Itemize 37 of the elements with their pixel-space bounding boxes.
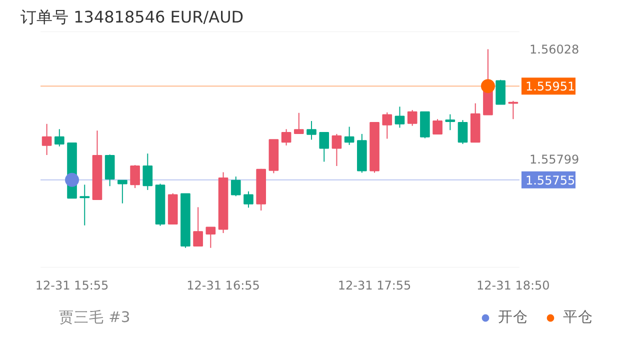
candlestick bbox=[306, 120, 316, 140]
candlestick bbox=[42, 123, 52, 156]
candlestick bbox=[80, 184, 90, 226]
y-tick-label: 1.56028 bbox=[530, 42, 580, 57]
x-tick-label: 12-31 17:55 bbox=[338, 278, 412, 292]
candlestick bbox=[142, 153, 153, 190]
legend-label: 开仓 bbox=[498, 308, 528, 326]
candlestick bbox=[407, 110, 418, 126]
candlestick bbox=[244, 190, 254, 208]
candlestick bbox=[230, 176, 241, 197]
text: 贾三毛 #3 bbox=[58, 309, 130, 326]
candlestick bbox=[508, 100, 518, 120]
candlestick bbox=[344, 126, 354, 146]
candlestick bbox=[193, 206, 203, 246]
candlestick bbox=[54, 128, 64, 147]
candlestick bbox=[294, 112, 304, 134]
candlestick bbox=[445, 114, 456, 131]
candlestick bbox=[206, 226, 216, 248]
candlestick bbox=[104, 154, 115, 187]
chart-title: 订单号 134818546 EUR/AUD bbox=[20, 8, 244, 26]
x-tick-label: 12-31 18:50 bbox=[476, 278, 550, 292]
ref-line-label: 1.55755 bbox=[525, 173, 576, 188]
legend-label: 平仓 bbox=[563, 308, 593, 326]
ref-line-label: 1.55951 bbox=[525, 80, 576, 94]
candlestick bbox=[281, 128, 292, 146]
candlestick bbox=[432, 118, 442, 134]
candlestick bbox=[382, 112, 392, 140]
candlestick bbox=[496, 79, 506, 105]
x-tick-label: 12-31 15:55 bbox=[35, 278, 109, 292]
candlestick bbox=[394, 106, 405, 128]
y-tick-label: 1.55799 bbox=[530, 152, 580, 166]
candlestick bbox=[118, 180, 128, 204]
candlestick bbox=[130, 164, 140, 189]
candlestick bbox=[332, 133, 342, 167]
x-tick-label: 12-31 16:55 bbox=[186, 278, 260, 292]
candlestick bbox=[319, 132, 330, 162]
candlestick bbox=[458, 120, 468, 144]
